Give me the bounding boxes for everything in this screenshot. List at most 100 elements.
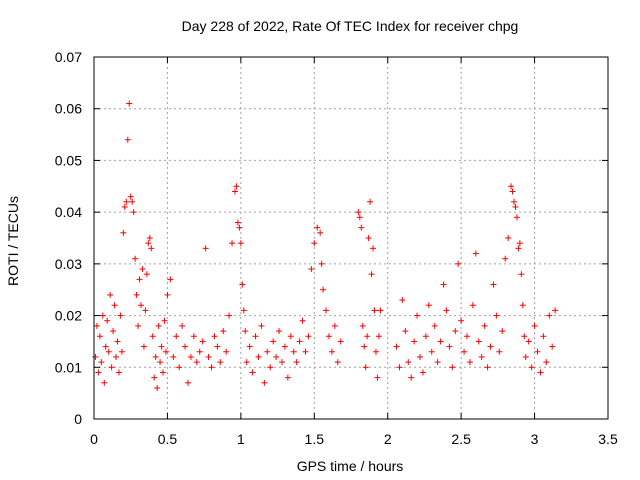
data-point	[211, 333, 218, 340]
data-point	[452, 328, 459, 335]
data-point	[314, 224, 321, 231]
data-point	[127, 193, 134, 200]
data-point	[113, 353, 120, 360]
data-point	[440, 281, 447, 288]
data-point	[455, 260, 462, 267]
data-point	[205, 353, 212, 360]
y-tick-label: 0.03	[55, 256, 82, 272]
data-point	[114, 338, 121, 345]
data-point	[270, 338, 277, 345]
data-point	[431, 322, 438, 329]
data-point	[160, 369, 167, 376]
data-point	[325, 333, 332, 340]
data-point	[184, 379, 191, 386]
data-point	[157, 359, 164, 366]
data-point	[95, 369, 102, 376]
data-point	[243, 359, 250, 366]
data-point	[525, 338, 532, 345]
x-tick-label: 1	[237, 431, 245, 447]
data-point	[478, 353, 485, 360]
data-point	[513, 214, 520, 221]
data-point	[516, 240, 523, 247]
data-point	[522, 353, 529, 360]
data-point	[334, 359, 341, 366]
data-point	[220, 328, 227, 335]
data-point	[155, 322, 162, 329]
data-point	[173, 333, 180, 340]
data-point	[190, 333, 197, 340]
data-point	[377, 307, 384, 314]
data-point	[305, 333, 312, 340]
data-point	[158, 343, 165, 350]
data-point	[96, 333, 103, 340]
data-point	[193, 359, 200, 366]
data-point	[359, 322, 366, 329]
data-point	[505, 235, 512, 241]
data-point	[133, 291, 140, 298]
data-point	[199, 338, 206, 345]
data-point	[231, 188, 238, 195]
data-point	[464, 333, 471, 340]
data-point	[405, 359, 412, 366]
data-point	[528, 364, 535, 371]
data-point	[129, 198, 136, 205]
data-point	[540, 333, 547, 340]
data-point	[466, 359, 473, 366]
y-tick-labels: 0 0.01 0.02 0.03 0.04 0.05 0.06 0.07	[55, 49, 82, 427]
data-point	[537, 369, 544, 376]
data-point	[543, 359, 550, 366]
data-point	[124, 136, 131, 143]
data-point	[396, 364, 403, 371]
data-point	[143, 271, 150, 278]
data-point	[443, 307, 450, 314]
grid-lines	[94, 57, 608, 419]
data-point	[508, 183, 515, 190]
data-point	[154, 384, 161, 391]
data-point	[246, 343, 253, 350]
chart-title: Day 228 of 2022, Rate Of TEC Index for r…	[182, 18, 519, 34]
data-point	[299, 317, 306, 324]
data-point	[140, 343, 147, 350]
data-point	[290, 348, 297, 355]
data-point	[414, 312, 421, 319]
data-point	[234, 219, 241, 226]
data-point	[364, 333, 371, 340]
data-point	[411, 338, 418, 345]
y-tick-label: 0.02	[55, 308, 82, 324]
data-point	[117, 312, 124, 319]
data-point	[137, 302, 144, 309]
data-point	[375, 333, 382, 340]
data-point	[362, 364, 369, 371]
data-point	[481, 322, 488, 329]
data-point	[496, 348, 503, 355]
x-tick-label: 0	[90, 431, 98, 447]
data-point	[132, 255, 139, 262]
data-point	[512, 203, 519, 210]
data-point	[509, 188, 516, 195]
y-tick-label: 0.05	[55, 152, 82, 168]
data-point	[434, 359, 441, 366]
data-point	[162, 348, 169, 355]
data-point	[370, 245, 377, 252]
data-point	[408, 374, 415, 381]
data-point	[110, 328, 117, 335]
plot-frame	[93, 56, 609, 420]
data-point	[255, 353, 262, 360]
data-point	[229, 240, 236, 247]
data-point	[99, 312, 106, 319]
data-point	[161, 317, 168, 324]
data-point	[393, 343, 400, 350]
data-point	[273, 353, 280, 360]
data-point	[102, 343, 109, 350]
data-point	[458, 317, 465, 324]
data-point	[355, 209, 362, 216]
data-point	[264, 348, 271, 355]
x-tick-label: 0.5	[158, 431, 178, 447]
data-point	[149, 333, 156, 340]
data-point	[111, 302, 118, 309]
data-point	[318, 260, 325, 267]
data-point	[223, 348, 230, 355]
data-point	[320, 286, 327, 293]
data-point	[118, 348, 125, 355]
